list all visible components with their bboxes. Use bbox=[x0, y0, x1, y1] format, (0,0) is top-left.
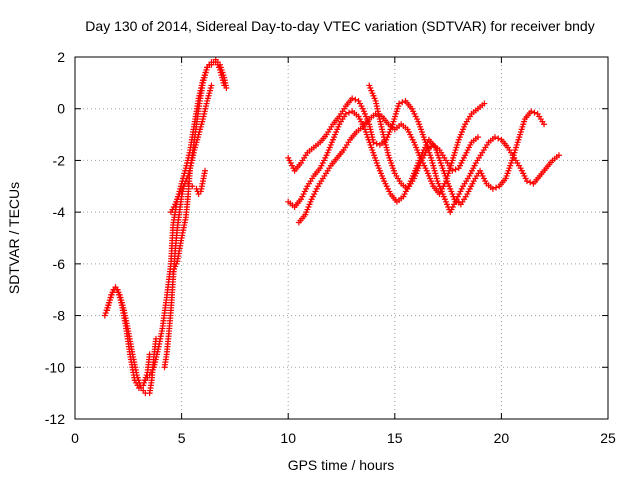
data-point bbox=[527, 179, 534, 186]
y-tick-label: -12 bbox=[45, 411, 65, 427]
data-point bbox=[221, 82, 228, 89]
x-tick-label: 10 bbox=[280, 430, 296, 446]
x-tick-label: 20 bbox=[494, 430, 510, 446]
data-point bbox=[493, 184, 500, 191]
data-point bbox=[492, 134, 499, 141]
x-tick-label: 5 bbox=[178, 430, 186, 446]
grid bbox=[75, 57, 608, 419]
y-tick-label: 0 bbox=[57, 101, 65, 117]
data-point bbox=[180, 183, 187, 190]
data-point bbox=[452, 166, 459, 173]
data-point bbox=[495, 135, 502, 142]
data-point bbox=[202, 167, 209, 174]
data-point bbox=[342, 110, 349, 117]
y-tick-label: -8 bbox=[53, 308, 66, 324]
x-tick-labels: 0 5 10 15 20 25 bbox=[71, 430, 616, 446]
data-point bbox=[523, 178, 530, 185]
x-axis-label: GPS time / hours bbox=[288, 457, 395, 473]
data-point bbox=[555, 152, 562, 159]
data-point bbox=[349, 95, 356, 102]
data-point bbox=[345, 109, 352, 116]
y-axis-label: SDTVAR / TECUs bbox=[6, 182, 22, 294]
x-tick-label: 25 bbox=[600, 430, 616, 446]
data-point bbox=[449, 167, 456, 174]
data-point bbox=[373, 140, 380, 147]
data-point bbox=[399, 99, 406, 106]
data-point bbox=[541, 121, 548, 128]
y-tick-label: -4 bbox=[53, 204, 66, 220]
y-tick-labels: -12 -10 -8 -6 -4 -2 0 2 bbox=[45, 49, 65, 427]
y-tick-label: 2 bbox=[57, 49, 65, 65]
data-point bbox=[474, 134, 481, 141]
data-points bbox=[101, 56, 562, 397]
x-tick-label: 15 bbox=[387, 430, 403, 446]
y-tick-label: -2 bbox=[53, 152, 66, 168]
y-tick-label: -6 bbox=[53, 256, 66, 272]
data-point bbox=[489, 185, 496, 192]
data-point bbox=[208, 82, 215, 89]
x-tick-label: 0 bbox=[71, 430, 79, 446]
y-tick-label: -10 bbox=[45, 359, 65, 375]
plot-frame bbox=[74, 56, 609, 420]
data-point bbox=[352, 96, 359, 103]
data-point bbox=[528, 108, 535, 115]
data-point bbox=[396, 100, 403, 107]
chart-title: Day 130 of 2014, Sidereal Day-to-day VTE… bbox=[85, 18, 594, 34]
data-point bbox=[531, 109, 538, 116]
data-point bbox=[481, 100, 488, 107]
